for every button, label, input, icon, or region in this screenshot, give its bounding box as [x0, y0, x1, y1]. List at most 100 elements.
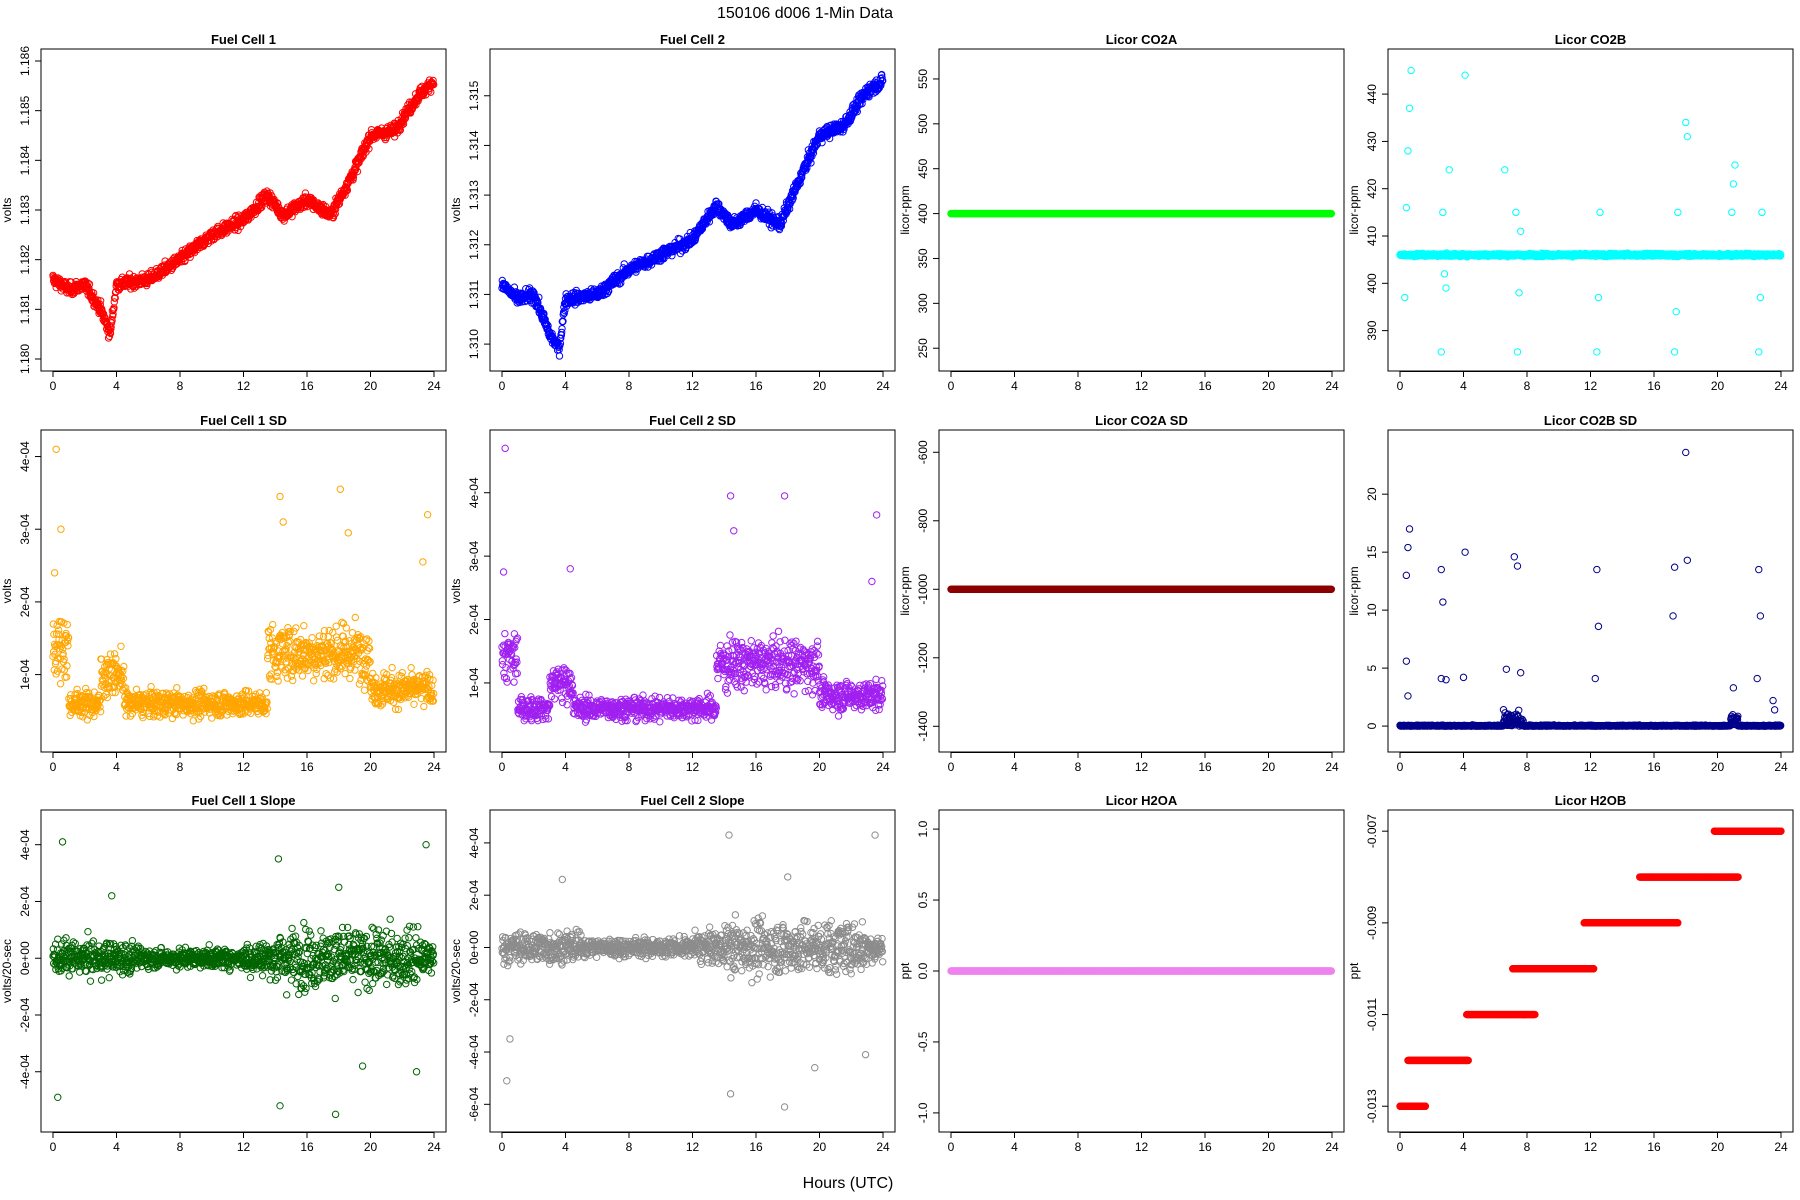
y-tick-label: 350 [916, 248, 930, 268]
y-tick-label: 1.186 [18, 46, 32, 76]
plot-frame [1387, 48, 1794, 372]
panel-title: Fuel Cell 2 [660, 32, 725, 47]
y-tick-label: 1.311 [467, 280, 481, 309]
data-point [186, 253, 194, 261]
shared-x-axis-label: Hours (UTC) [803, 1175, 894, 1192]
y-tick-label: 1.183 [18, 195, 32, 225]
data-point [1461, 71, 1469, 79]
x-tick-label: 4 [113, 760, 120, 774]
y-tick-label: 1e-04 [18, 659, 32, 690]
x-tick-label: 16 [300, 379, 314, 393]
data-point [90, 712, 98, 721]
data-point [1405, 104, 1414, 113]
data-point [1758, 208, 1766, 217]
data-point [1402, 203, 1411, 212]
x-tick-label: 16 [1647, 379, 1661, 393]
y-tick-label: 400 [916, 203, 930, 223]
data-point [82, 684, 90, 693]
x-tick-label: 20 [1711, 379, 1725, 393]
x-tick-label: 8 [1075, 379, 1082, 393]
data-point [1401, 293, 1409, 302]
y-tick-label: 410 [1365, 226, 1379, 246]
data-point [173, 684, 181, 692]
data-point [1501, 166, 1509, 174]
data-point [110, 298, 118, 306]
x-tick-label: 20 [364, 379, 378, 393]
y-tick-label: 430 [1365, 131, 1379, 151]
y-axis-label: licor-ppm [898, 185, 912, 234]
y-tick-label: 550 [916, 69, 930, 89]
data-point [96, 707, 105, 716]
data-point [1442, 284, 1450, 292]
x-tick-label: 12 [237, 379, 251, 393]
x-tick-label: 12 [237, 760, 251, 774]
data-point [1516, 227, 1525, 235]
x-tick-label: 24 [1774, 379, 1788, 393]
data-point [1440, 270, 1449, 278]
x-tick-label: 0 [948, 379, 955, 393]
x-tick-label: 24 [427, 760, 441, 774]
y-tick-label: 1.181 [18, 294, 32, 324]
x-tick-label: 8 [626, 379, 633, 393]
data-point [96, 297, 105, 305]
x-tick-label: 4 [1011, 379, 1018, 393]
y-tick-label: 300 [916, 293, 930, 313]
x-tick-label: 0 [1397, 379, 1404, 393]
panel-title: Fuel Cell 1 SD [200, 413, 287, 428]
data-point [1437, 348, 1445, 356]
data-point [1728, 208, 1736, 217]
data-point [555, 352, 564, 360]
y-tick-label: 390 [1365, 320, 1379, 340]
x-tick-label: 12 [1135, 379, 1149, 393]
x-tick-label: 16 [1198, 379, 1212, 393]
y-axis-label: volts [449, 198, 463, 223]
data-points [49, 76, 438, 342]
x-tick-label: 20 [813, 379, 827, 393]
x-tick-label: 8 [177, 760, 184, 774]
x-tick-label: 8 [177, 379, 184, 393]
y-tick-label: 1.185 [18, 95, 32, 125]
data-point [1670, 348, 1679, 356]
plot-frame [489, 48, 896, 372]
x-tick-label: 12 [1584, 379, 1598, 393]
data-point [1439, 208, 1447, 217]
x-tick-label: 16 [300, 760, 314, 774]
x-tick-label: 0 [499, 379, 506, 393]
data-point [1404, 147, 1412, 155]
data-point [1674, 208, 1682, 217]
y-tick-label: 1.310 [467, 329, 481, 359]
y-tick-label: 400 [1365, 273, 1379, 293]
x-tick-label: 4 [1460, 379, 1467, 393]
data-point [1407, 66, 1415, 75]
data-point [1596, 208, 1604, 217]
data-point [85, 280, 94, 288]
x-tick-label: 8 [1524, 379, 1531, 393]
y-axis-label: volts [0, 579, 14, 604]
data-points [49, 445, 438, 725]
data-point [117, 642, 125, 650]
data-point [49, 620, 58, 628]
panel-title: Fuel Cell 1 [211, 32, 276, 47]
data-point [1593, 348, 1601, 356]
data-point [108, 317, 116, 325]
x-tick-label: 0 [50, 760, 57, 774]
data-point [1515, 289, 1523, 297]
data-point [1445, 166, 1453, 174]
y-tick-label: 1.312 [467, 229, 481, 259]
x-tick-label: 4 [113, 379, 120, 393]
data-point [1683, 132, 1692, 141]
panel-title: Licor CO2A [1106, 32, 1178, 47]
data-point [1755, 348, 1763, 356]
y-tick-label: 440 [1365, 84, 1379, 104]
x-tick-label: 24 [876, 379, 890, 393]
y-tick-label: 1.184 [18, 145, 32, 175]
y-tick-label: 250 [916, 338, 930, 358]
data-point [1729, 180, 1738, 188]
